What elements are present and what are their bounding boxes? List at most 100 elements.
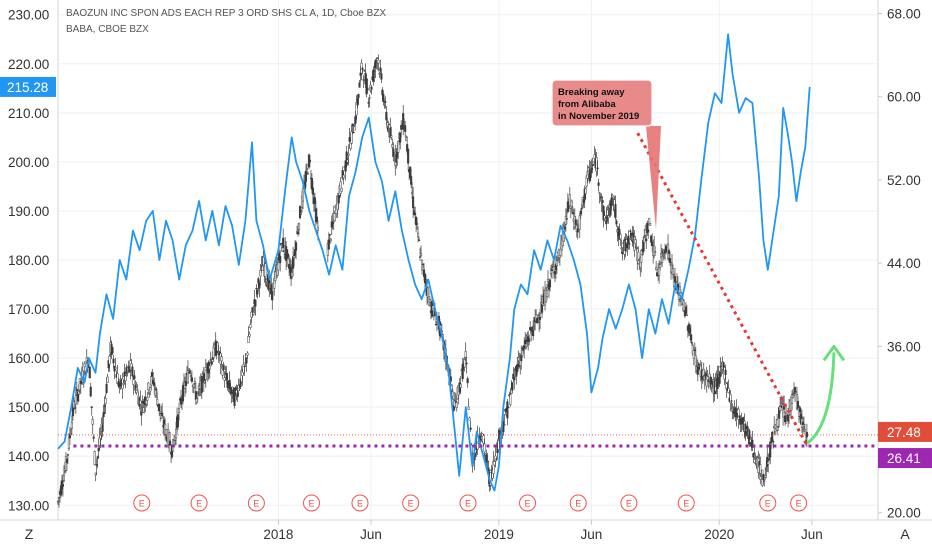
candle-body bbox=[640, 250, 643, 263]
candle-body bbox=[390, 135, 393, 138]
earnings-marker[interactable]: E bbox=[569, 494, 587, 512]
candle-body bbox=[466, 378, 469, 384]
candle-body bbox=[537, 315, 540, 318]
candle-body bbox=[257, 278, 260, 284]
earnings-marker[interactable]: E bbox=[620, 494, 638, 512]
candle-body bbox=[73, 407, 76, 409]
candle-body bbox=[255, 287, 258, 290]
earnings-marker[interactable]: E bbox=[302, 494, 320, 512]
candle-body bbox=[593, 154, 596, 159]
candle-body bbox=[147, 382, 150, 391]
candle-body bbox=[506, 401, 509, 419]
left-axis-tick-label: 230.00 bbox=[8, 8, 49, 23]
candle-body bbox=[249, 324, 252, 328]
time-axis-tick-label: Jun bbox=[801, 527, 823, 542]
candle-body bbox=[392, 148, 395, 157]
candle-body bbox=[105, 383, 108, 393]
candle-body bbox=[96, 456, 99, 459]
candle-body bbox=[738, 415, 741, 418]
earnings-circle bbox=[402, 494, 420, 512]
candle-body bbox=[564, 216, 567, 225]
right-price-badge-label: 27.48 bbox=[887, 425, 921, 440]
candle-body bbox=[236, 392, 239, 398]
candle-body bbox=[367, 102, 370, 104]
right-axis-tick-label: 52.00 bbox=[887, 173, 921, 188]
earnings-marker[interactable]: E bbox=[677, 494, 695, 512]
candle-body bbox=[656, 272, 659, 277]
candle-body bbox=[419, 253, 423, 256]
earnings-circle bbox=[459, 494, 477, 512]
breakout-arrow bbox=[806, 352, 836, 445]
candle-body bbox=[101, 425, 104, 432]
candle-body bbox=[103, 405, 106, 407]
candle-body bbox=[513, 376, 516, 381]
earnings-marker[interactable]: E bbox=[519, 494, 537, 512]
earnings-marker[interactable]: E bbox=[190, 494, 208, 512]
candle-body bbox=[373, 70, 376, 73]
candle-body bbox=[753, 452, 756, 454]
candle-body bbox=[383, 104, 386, 106]
candle-body bbox=[327, 239, 330, 250]
right-scale-toggle[interactable]: A bbox=[900, 526, 910, 542]
earnings-marker[interactable]: E bbox=[459, 494, 477, 512]
candle-body bbox=[468, 417, 471, 421]
candle-body bbox=[88, 366, 91, 379]
candle-body bbox=[763, 480, 766, 482]
right-price-badge-label: 26.41 bbox=[887, 451, 921, 466]
candle-body bbox=[208, 365, 211, 370]
candle-body bbox=[378, 72, 381, 75]
left-axis-tick-label: 210.00 bbox=[8, 106, 49, 121]
earnings-marker[interactable]: E bbox=[402, 494, 420, 512]
earnings-marker[interactable]: E bbox=[790, 494, 808, 512]
candle-body bbox=[538, 321, 541, 323]
candle-body bbox=[251, 307, 254, 312]
candle-body bbox=[315, 216, 318, 222]
candle-body bbox=[242, 364, 245, 374]
earnings-marker[interactable]: E bbox=[247, 494, 265, 512]
earnings-circle bbox=[133, 494, 151, 512]
annotation-callout[interactable]: Breaking away from Alibaba in November 2… bbox=[551, 79, 661, 230]
candle-body bbox=[165, 429, 168, 435]
candle-body bbox=[765, 468, 768, 471]
left-axis-ticks: 230.00 220.00 210.00 200.00 190.00 180.00 170.… bbox=[0, 8, 56, 513]
candle-body bbox=[354, 115, 357, 124]
earnings-marker[interactable]: E bbox=[351, 494, 369, 512]
candle-body bbox=[645, 238, 648, 242]
candle-body bbox=[571, 212, 574, 215]
candle-body bbox=[256, 290, 259, 295]
candle-body bbox=[382, 94, 385, 103]
candle-body bbox=[360, 62, 363, 74]
candle-body bbox=[689, 334, 692, 341]
candle-body bbox=[92, 436, 95, 439]
right-price-badge-purple bbox=[878, 448, 932, 469]
candle-body bbox=[153, 382, 156, 386]
left-axis-tick-label: 160.00 bbox=[8, 351, 49, 366]
left-scale-toggle[interactable]: Z bbox=[25, 526, 34, 542]
candle-body bbox=[346, 159, 349, 163]
candle-body bbox=[461, 363, 464, 380]
candle-body bbox=[659, 264, 662, 269]
candle-body bbox=[252, 312, 255, 315]
candle-body bbox=[492, 460, 495, 474]
candle-body bbox=[759, 464, 762, 480]
candle-body bbox=[158, 403, 161, 411]
candle-body bbox=[221, 369, 224, 376]
candle-body bbox=[142, 407, 145, 413]
candle-body bbox=[655, 267, 658, 270]
candle-body bbox=[329, 238, 332, 242]
candle-body bbox=[779, 406, 782, 411]
candle-body bbox=[605, 216, 608, 224]
candle-body bbox=[682, 300, 685, 311]
candle-body bbox=[125, 367, 128, 374]
candle-body bbox=[348, 137, 351, 142]
earnings-marker[interactable]: E bbox=[759, 494, 777, 512]
candle-body bbox=[596, 167, 599, 170]
earnings-label: E bbox=[253, 499, 259, 509]
candle-body bbox=[156, 398, 159, 406]
candle-body bbox=[277, 262, 280, 271]
earnings-label: E bbox=[575, 499, 581, 509]
earnings-marker[interactable]: E bbox=[133, 494, 151, 512]
